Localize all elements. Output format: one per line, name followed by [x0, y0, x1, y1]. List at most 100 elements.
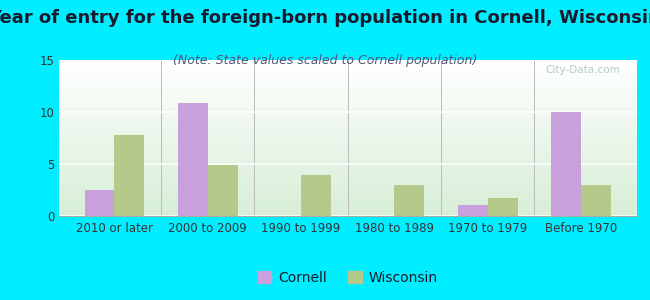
Bar [58, 167, 637, 168]
Bar [58, 205, 637, 206]
Bar [58, 78, 637, 79]
Bar [58, 105, 637, 106]
Bar [58, 65, 637, 66]
Bar [58, 138, 637, 139]
Bar [58, 206, 637, 207]
Bar [58, 142, 637, 143]
Bar [58, 135, 637, 136]
Bar [58, 92, 637, 93]
Bar [58, 169, 637, 170]
Bar [178, 103, 208, 216]
Bar [58, 81, 637, 82]
Bar [58, 69, 637, 70]
Bar [58, 163, 637, 164]
Bar [58, 157, 637, 158]
Bar [58, 204, 637, 205]
Bar [58, 93, 637, 94]
Bar [58, 174, 637, 175]
Bar [58, 159, 637, 160]
Bar [208, 165, 238, 216]
Bar [395, 185, 424, 216]
Bar [58, 214, 637, 215]
Bar [58, 158, 637, 159]
Bar [58, 89, 637, 90]
Bar [58, 79, 637, 80]
Bar [58, 154, 637, 155]
Text: City-Data.com: City-Data.com [545, 65, 619, 75]
Bar [58, 88, 637, 89]
Bar [58, 148, 637, 149]
Bar [58, 194, 637, 195]
Bar [581, 185, 611, 216]
Bar [58, 126, 637, 127]
Bar [58, 199, 637, 200]
Bar [58, 85, 637, 86]
Bar [58, 139, 637, 140]
Bar [58, 162, 637, 163]
Bar [58, 64, 637, 65]
Bar [58, 66, 637, 67]
Bar [58, 98, 637, 99]
Bar [58, 128, 637, 129]
Bar [58, 184, 637, 185]
Bar [58, 188, 637, 189]
Bar [58, 63, 637, 64]
Bar [58, 186, 637, 187]
Bar [58, 101, 637, 102]
Bar [58, 144, 637, 145]
Bar [58, 107, 637, 108]
Bar [58, 99, 637, 100]
Bar [58, 115, 637, 116]
Bar [58, 203, 637, 204]
Bar [58, 83, 637, 84]
Bar [58, 185, 637, 186]
Bar [58, 179, 637, 180]
Bar [58, 86, 637, 87]
Bar [58, 207, 637, 208]
Bar [58, 103, 637, 104]
Bar [114, 135, 144, 216]
Bar [58, 190, 637, 191]
Bar [58, 116, 637, 117]
Bar [58, 198, 637, 199]
Bar [58, 160, 637, 161]
Bar [58, 151, 637, 152]
Bar [58, 165, 637, 166]
Bar [58, 131, 637, 132]
Bar [58, 87, 637, 88]
Bar [58, 100, 637, 101]
Bar [58, 182, 637, 183]
Bar [58, 161, 637, 162]
Bar [58, 189, 637, 190]
Bar [58, 84, 637, 85]
Bar [58, 82, 637, 83]
Legend: Cornell, Wisconsin: Cornell, Wisconsin [252, 265, 443, 290]
Bar [58, 136, 637, 137]
Bar [58, 164, 637, 165]
Bar [488, 198, 517, 216]
Bar [58, 173, 637, 174]
Bar [58, 72, 637, 73]
Bar [58, 211, 637, 212]
Bar [58, 112, 637, 113]
Bar [58, 77, 637, 78]
Bar [58, 118, 637, 119]
Bar [58, 200, 637, 201]
Bar [58, 102, 637, 103]
Bar [58, 124, 637, 125]
Bar [58, 187, 637, 188]
Bar [58, 125, 637, 126]
Bar [58, 73, 637, 74]
Bar [58, 168, 637, 169]
Bar [58, 68, 637, 69]
Bar [58, 209, 637, 210]
Bar [58, 121, 637, 122]
Bar [58, 213, 637, 214]
Bar [58, 150, 637, 151]
Bar [58, 153, 637, 154]
Bar [58, 120, 637, 121]
Bar [58, 208, 637, 209]
Text: Year of entry for the foreign-born population in Cornell, Wisconsin: Year of entry for the foreign-born popul… [0, 9, 650, 27]
Bar [58, 210, 637, 211]
Bar [58, 149, 637, 150]
